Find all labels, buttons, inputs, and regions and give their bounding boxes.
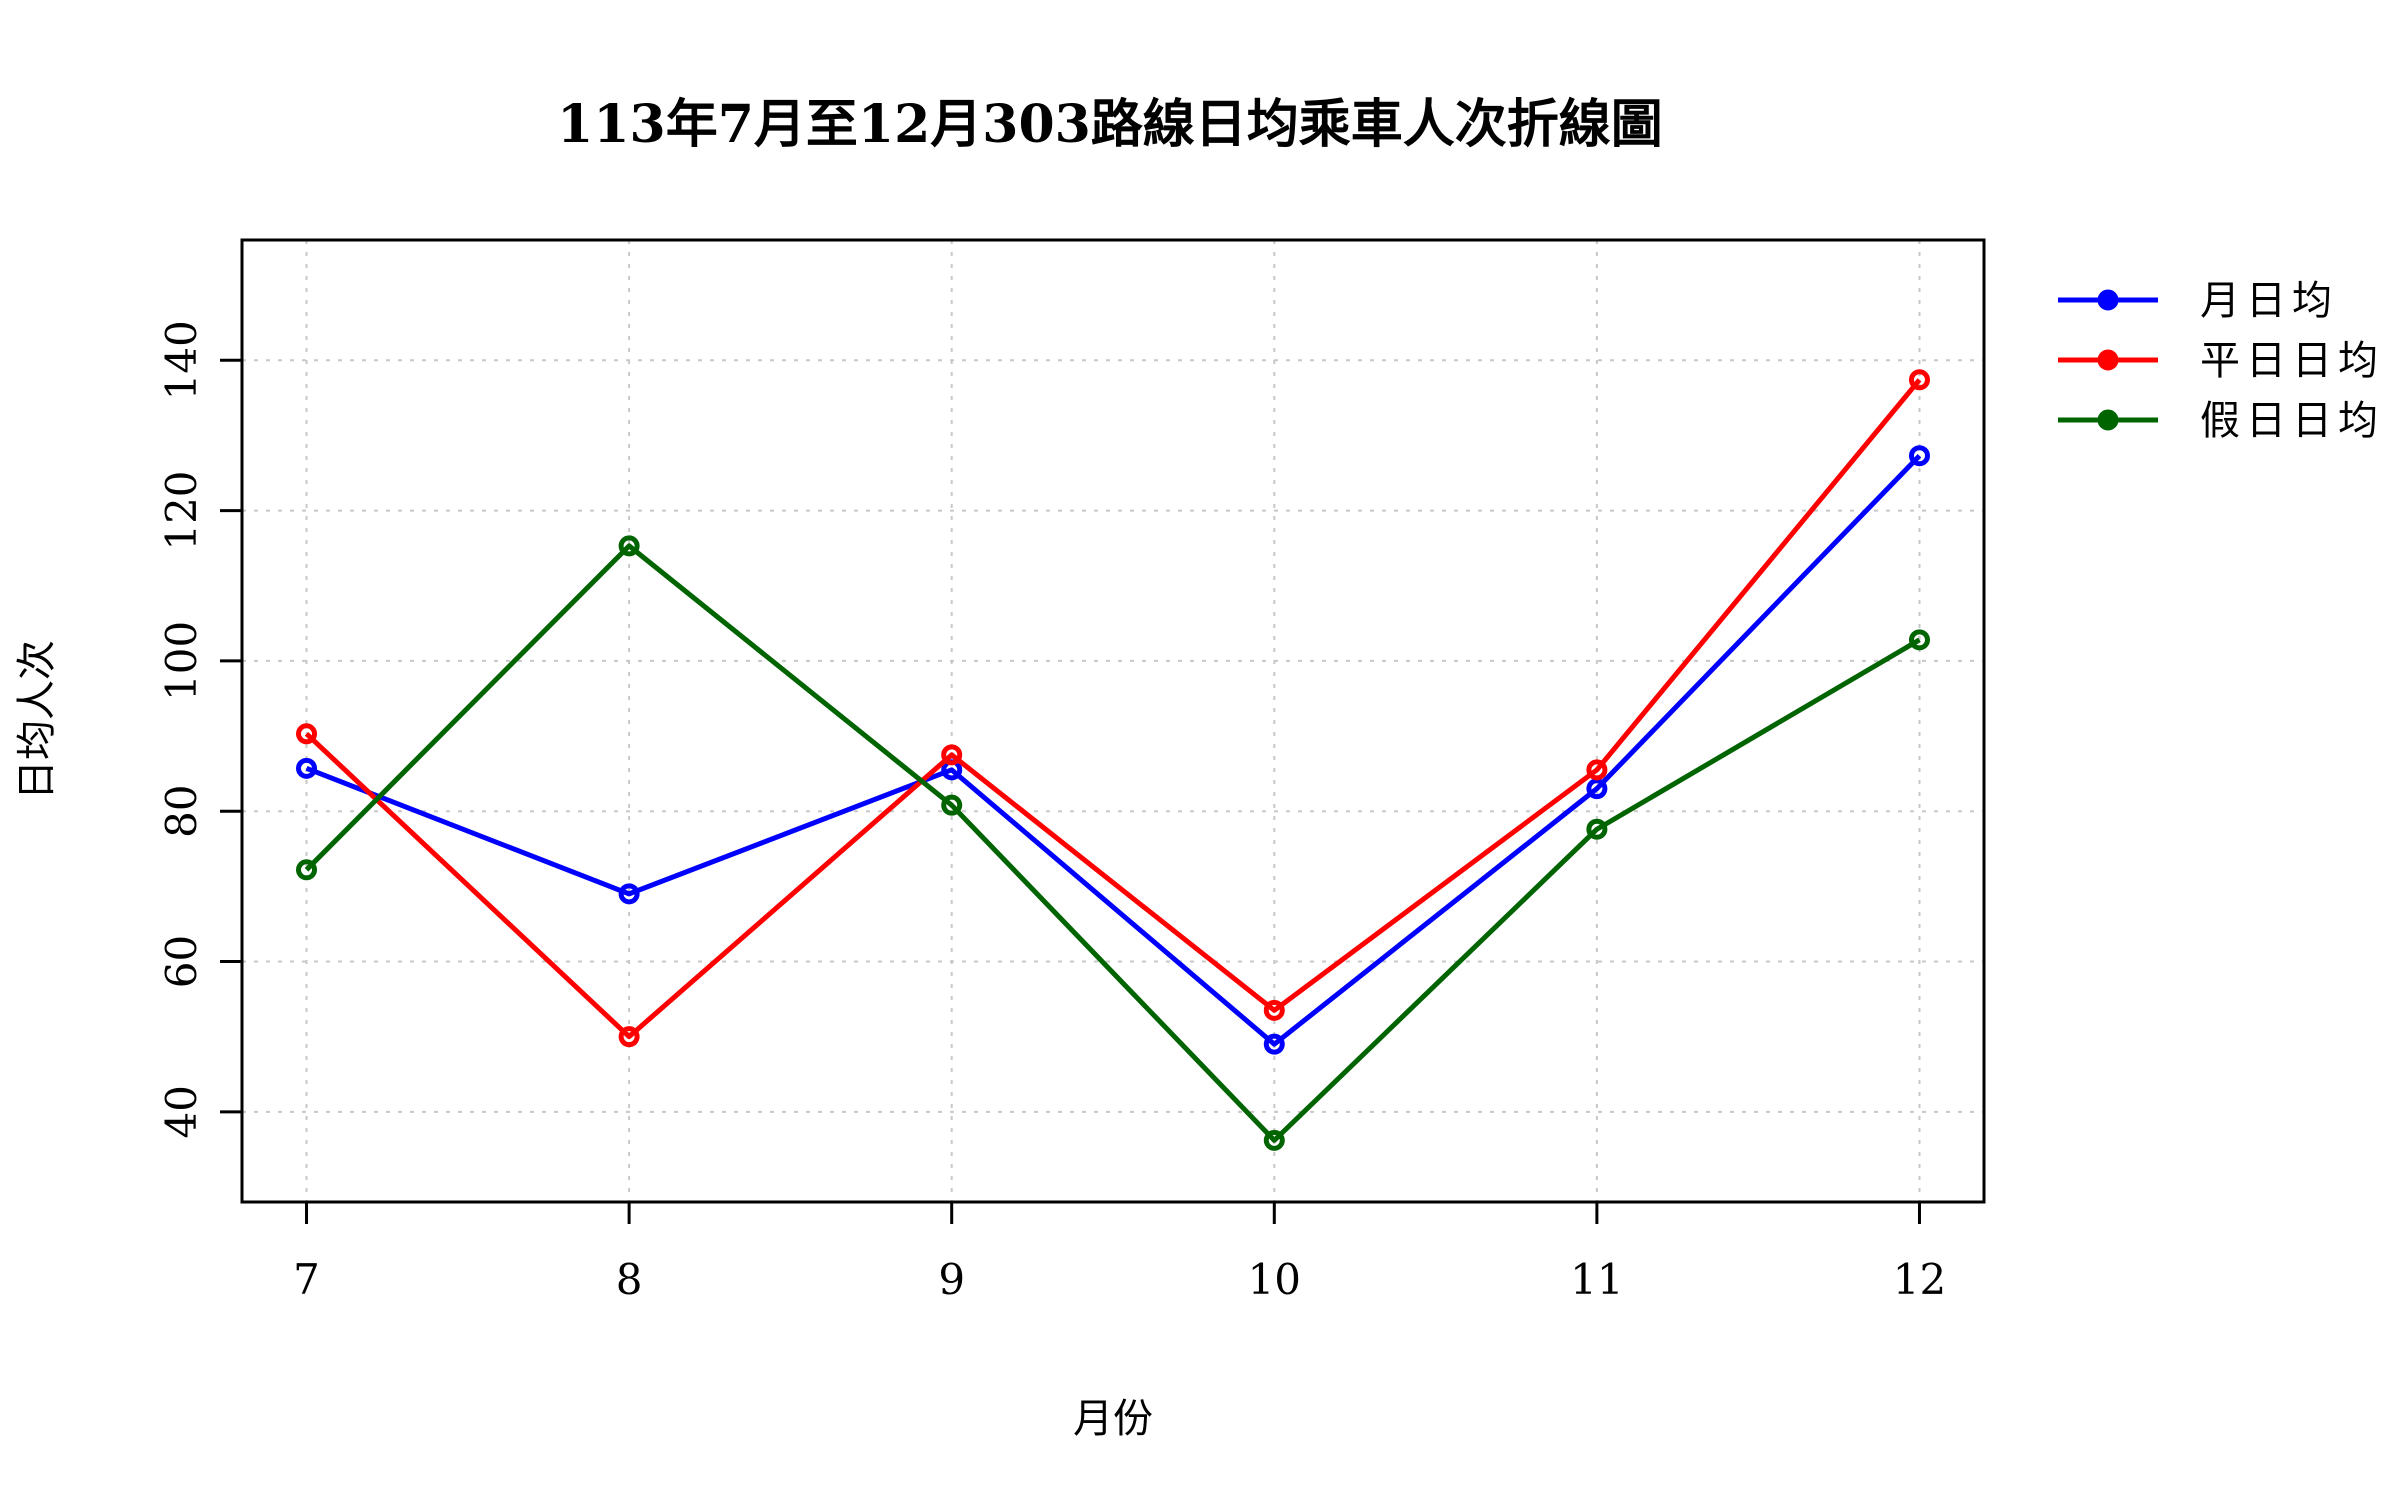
legend-marker-0 bbox=[2097, 289, 2119, 311]
y-axis: 40 60 80 100 120 140 bbox=[157, 320, 242, 1139]
series-2-point-11 bbox=[1586, 818, 1608, 840]
y-tick-label-40: 40 bbox=[157, 1085, 206, 1138]
series-2-point-7 bbox=[296, 859, 318, 881]
series-0 bbox=[296, 445, 1930, 1055]
x-tick-label-8: 8 bbox=[616, 1255, 643, 1304]
legend-marker-2 bbox=[2097, 409, 2119, 431]
series-1-point-12 bbox=[1908, 369, 1930, 391]
y-tick-label-140: 140 bbox=[157, 320, 206, 400]
y-tick-label-100: 100 bbox=[157, 621, 206, 701]
legend-item-0: 月日均 bbox=[2058, 278, 2338, 324]
x-tick-label-10: 10 bbox=[1248, 1255, 1301, 1304]
x-tick-label-7: 7 bbox=[293, 1255, 320, 1304]
series-line-1 bbox=[304, 378, 1922, 1040]
series-1-point-8 bbox=[618, 1026, 640, 1048]
series-0-point-12 bbox=[1908, 445, 1930, 467]
x-tick-label-12: 12 bbox=[1893, 1255, 1946, 1304]
legend-label-1: 平日日均 bbox=[2200, 338, 2384, 384]
y-axis-title: 日均人次 bbox=[14, 640, 60, 800]
series-1-point-9 bbox=[941, 744, 963, 766]
chart-title: 113年7月至12月303路線日均乘車人次折線圖 bbox=[557, 94, 1663, 155]
plot-frame bbox=[240, 238, 1986, 1204]
series-2 bbox=[296, 535, 1930, 1151]
series-0-point-7 bbox=[296, 757, 318, 779]
series-2-point-12 bbox=[1908, 629, 1930, 651]
series-lines bbox=[296, 369, 1930, 1151]
legend-item-2: 假日日均 bbox=[2058, 398, 2384, 444]
x-tick-label-9: 9 bbox=[938, 1255, 965, 1304]
legend-marker-1 bbox=[2097, 349, 2119, 371]
series-2-point-10 bbox=[1263, 1129, 1285, 1151]
series-1 bbox=[296, 369, 1930, 1048]
y-tick-label-80: 80 bbox=[157, 784, 206, 837]
y-tick-label-60: 60 bbox=[157, 935, 206, 988]
series-0-point-8 bbox=[618, 883, 640, 905]
series-2-point-9 bbox=[941, 794, 963, 816]
legend-label-2: 假日日均 bbox=[2200, 398, 2384, 444]
x-tick-label-11: 11 bbox=[1570, 1255, 1623, 1304]
grid-lines bbox=[242, 240, 1984, 1202]
series-0-point-11 bbox=[1586, 778, 1608, 800]
legend-item-1: 平日日均 bbox=[2058, 338, 2384, 384]
x-axis-title: 月份 bbox=[1073, 1396, 1153, 1442]
series-1-point-7 bbox=[296, 723, 318, 745]
x-axis: 7 8 9 10 11 12 bbox=[293, 1202, 1946, 1304]
series-1-point-10 bbox=[1263, 999, 1285, 1021]
series-0-point-10 bbox=[1263, 1033, 1285, 1055]
y-tick-label-120: 120 bbox=[157, 470, 206, 550]
series-2-point-8 bbox=[618, 535, 640, 557]
series-line-0 bbox=[305, 453, 1922, 1047]
series-line-2 bbox=[304, 543, 1921, 1143]
series-1-point-11 bbox=[1586, 759, 1608, 781]
legend-label-0: 月日均 bbox=[2200, 278, 2338, 324]
